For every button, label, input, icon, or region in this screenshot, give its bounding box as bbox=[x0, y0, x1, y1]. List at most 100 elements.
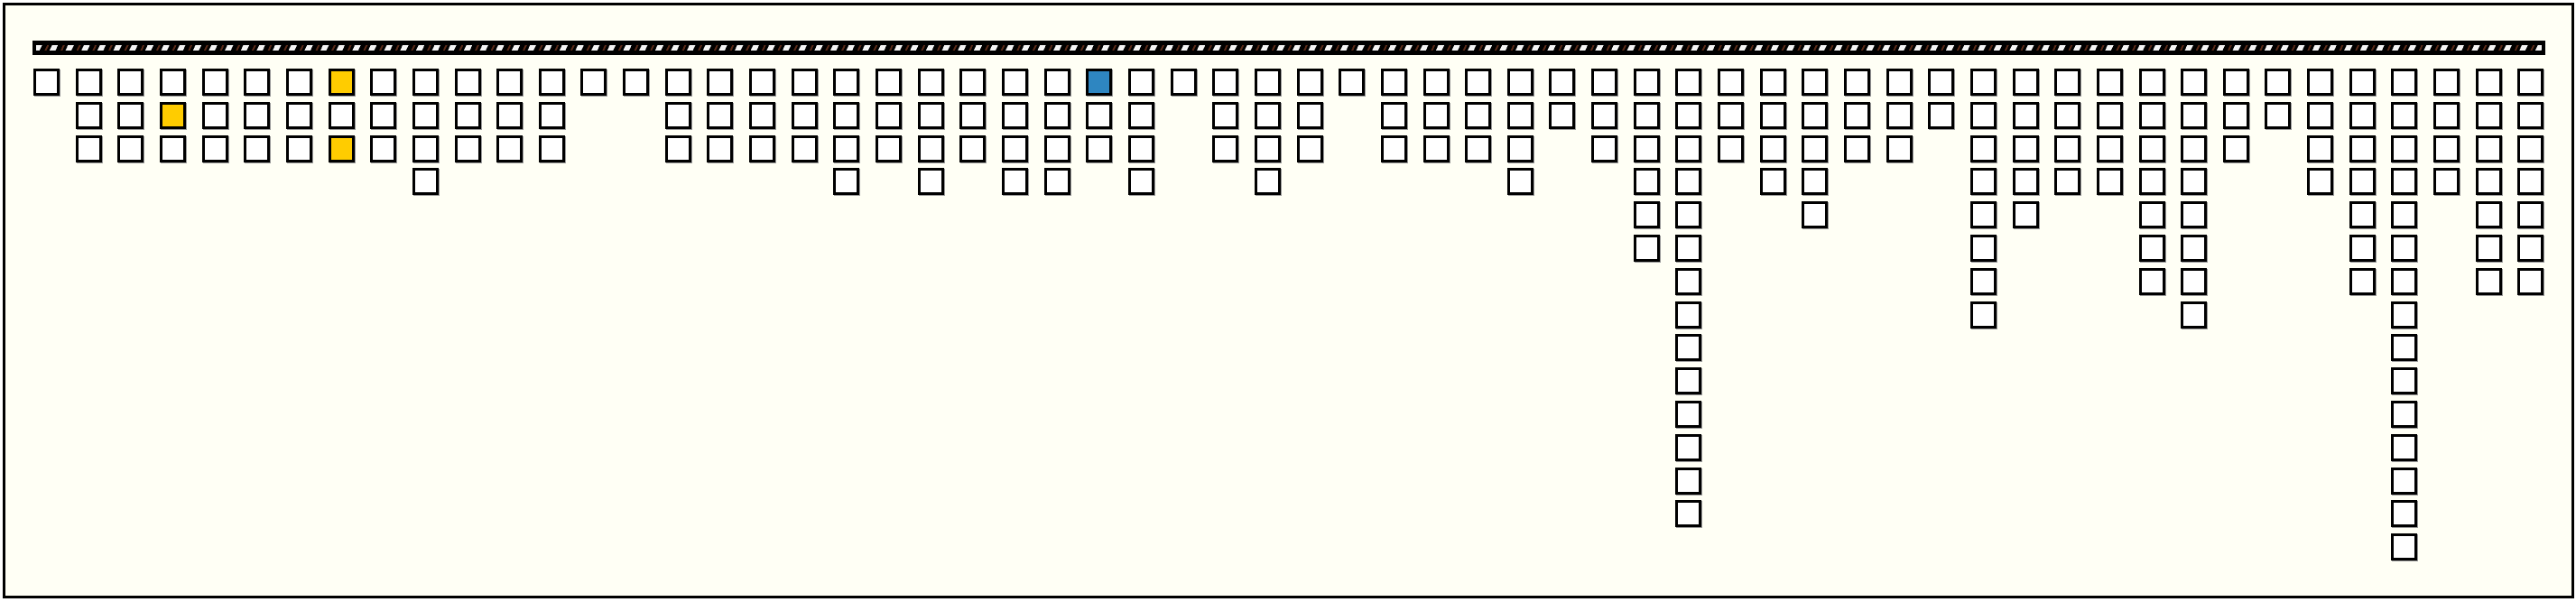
grid-cell[interactable] bbox=[1422, 69, 1450, 96]
grid-cell[interactable] bbox=[1675, 69, 1702, 96]
grid-cell[interactable] bbox=[749, 69, 775, 96]
grid-cell[interactable] bbox=[1422, 134, 1450, 162]
grid-cell[interactable] bbox=[1969, 301, 1997, 329]
grid-cell[interactable] bbox=[1254, 101, 1281, 129]
grid-cell[interactable] bbox=[2391, 533, 2418, 561]
grid-cell[interactable] bbox=[1506, 134, 1534, 162]
grid-cell[interactable] bbox=[2054, 168, 2081, 196]
grid-cell[interactable] bbox=[1127, 168, 1154, 196]
grid-cell[interactable] bbox=[1675, 334, 1702, 362]
grid-cell[interactable] bbox=[2391, 101, 2418, 129]
grid-cell[interactable] bbox=[1969, 201, 1997, 229]
grid-cell[interactable] bbox=[876, 69, 902, 96]
grid-cell[interactable] bbox=[1969, 235, 1997, 262]
grid-cell[interactable] bbox=[117, 101, 144, 129]
grid-cell[interactable] bbox=[2433, 101, 2460, 129]
grid-cell[interactable] bbox=[833, 69, 860, 96]
grid-cell[interactable] bbox=[833, 168, 860, 196]
grid-cell[interactable] bbox=[201, 134, 228, 162]
grid-cell[interactable] bbox=[664, 101, 691, 129]
grid-cell[interactable] bbox=[412, 101, 439, 129]
grid-cell[interactable] bbox=[496, 134, 524, 162]
grid-cell[interactable] bbox=[117, 69, 144, 96]
grid-cell[interactable] bbox=[791, 101, 818, 129]
grid-cell[interactable] bbox=[2181, 101, 2208, 129]
grid-cell[interactable] bbox=[2054, 101, 2081, 129]
grid-cell[interactable] bbox=[1002, 168, 1028, 196]
grid-cell[interactable] bbox=[2138, 267, 2165, 295]
grid-cell[interactable] bbox=[2222, 101, 2249, 129]
grid-cell[interactable] bbox=[2181, 235, 2208, 262]
grid-cell[interactable] bbox=[2391, 235, 2418, 262]
grid-cell[interactable] bbox=[159, 69, 186, 96]
grid-cell[interactable] bbox=[1675, 201, 1702, 229]
grid-cell[interactable] bbox=[2012, 69, 2039, 96]
grid-cell[interactable] bbox=[2391, 301, 2418, 329]
grid-cell[interactable] bbox=[707, 69, 734, 96]
grid-cell[interactable] bbox=[1718, 69, 1744, 96]
grid-cell[interactable] bbox=[2349, 235, 2376, 262]
grid-cell[interactable] bbox=[2349, 267, 2376, 295]
grid-cell[interactable] bbox=[201, 101, 228, 129]
grid-cell[interactable] bbox=[1759, 101, 1786, 129]
grid-cell[interactable] bbox=[2349, 168, 2376, 196]
grid-cell[interactable] bbox=[2138, 168, 2165, 196]
grid-cell[interactable] bbox=[1675, 168, 1702, 196]
grid-cell-highlighted[interactable] bbox=[159, 101, 186, 129]
grid-cell[interactable] bbox=[791, 134, 818, 162]
grid-cell[interactable] bbox=[1844, 69, 1870, 96]
grid-cell[interactable] bbox=[1043, 134, 1070, 162]
grid-cell[interactable] bbox=[75, 101, 102, 129]
grid-cell[interactable] bbox=[1802, 69, 1829, 96]
grid-cell[interactable] bbox=[1675, 267, 1702, 295]
grid-cell[interactable] bbox=[1506, 168, 1534, 196]
grid-cell[interactable] bbox=[1212, 69, 1239, 96]
grid-cell[interactable] bbox=[1886, 101, 1913, 129]
grid-cell[interactable] bbox=[1969, 101, 1997, 129]
grid-cell[interactable] bbox=[2307, 168, 2334, 196]
grid-cell[interactable] bbox=[2138, 69, 2165, 96]
grid-cell[interactable] bbox=[2475, 267, 2502, 295]
grid-cell[interactable] bbox=[1928, 69, 1955, 96]
grid-cell[interactable] bbox=[1675, 500, 1702, 528]
grid-cell[interactable] bbox=[2475, 235, 2502, 262]
grid-cell[interactable] bbox=[959, 69, 987, 96]
grid-cell[interactable] bbox=[2181, 201, 2208, 229]
grid-cell[interactable] bbox=[1591, 134, 1617, 162]
grid-cell[interactable] bbox=[1591, 101, 1617, 129]
grid-cell[interactable] bbox=[2307, 101, 2334, 129]
grid-cell[interactable] bbox=[1886, 134, 1913, 162]
grid-cell[interactable] bbox=[2517, 168, 2544, 196]
grid-cell[interactable] bbox=[1127, 69, 1154, 96]
grid-cell[interactable] bbox=[2096, 69, 2123, 96]
grid-cell[interactable] bbox=[1886, 69, 1913, 96]
grid-cell[interactable] bbox=[876, 134, 902, 162]
grid-cell[interactable] bbox=[707, 134, 734, 162]
grid-cell[interactable] bbox=[2138, 101, 2165, 129]
grid-cell[interactable] bbox=[412, 69, 439, 96]
grid-cell[interactable] bbox=[2012, 201, 2039, 229]
grid-cell[interactable] bbox=[1802, 134, 1829, 162]
grid-cell[interactable] bbox=[1086, 134, 1113, 162]
grid-cell[interactable] bbox=[2391, 69, 2418, 96]
grid-cell[interactable] bbox=[876, 101, 902, 129]
grid-cell[interactable] bbox=[1633, 69, 1660, 96]
grid-cell[interactable] bbox=[244, 69, 271, 96]
grid-cell[interactable] bbox=[1296, 69, 1323, 96]
grid-cell[interactable] bbox=[1339, 69, 1366, 96]
grid-cell[interactable] bbox=[370, 101, 397, 129]
grid-cell[interactable] bbox=[2475, 201, 2502, 229]
grid-cell[interactable] bbox=[2222, 134, 2249, 162]
grid-cell[interactable] bbox=[1633, 168, 1660, 196]
grid-cell[interactable] bbox=[244, 101, 271, 129]
grid-cell[interactable] bbox=[1675, 467, 1702, 495]
grid-cell[interactable] bbox=[1422, 101, 1450, 129]
grid-cell[interactable] bbox=[1759, 69, 1786, 96]
grid-cell[interactable] bbox=[1380, 134, 1407, 162]
grid-cell[interactable] bbox=[1002, 69, 1028, 96]
grid-cell[interactable] bbox=[1633, 134, 1660, 162]
grid-cell-highlighted[interactable] bbox=[328, 69, 355, 96]
grid-cell[interactable] bbox=[1380, 101, 1407, 129]
grid-cell[interactable] bbox=[328, 101, 355, 129]
grid-cell[interactable] bbox=[749, 134, 775, 162]
